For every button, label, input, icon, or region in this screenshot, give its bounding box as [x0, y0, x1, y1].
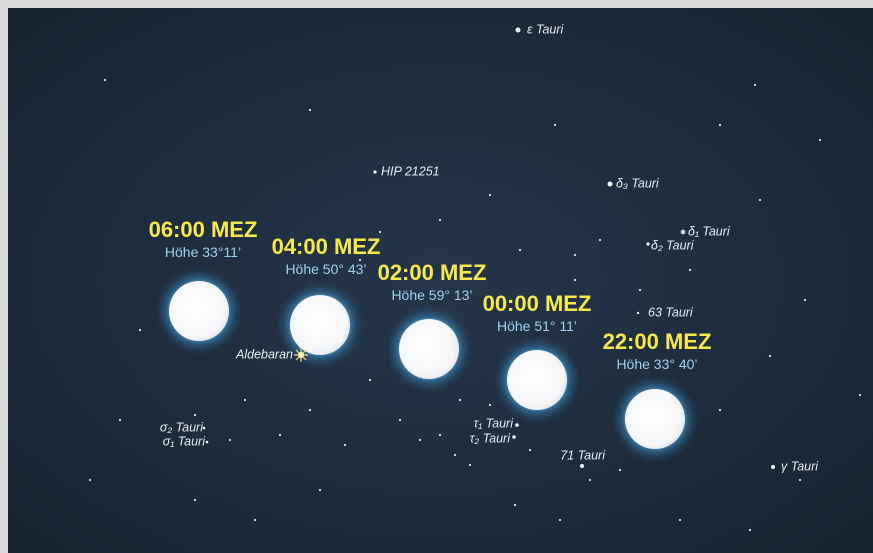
background-star: [319, 489, 321, 491]
background-star: [454, 454, 456, 456]
background-star: [119, 419, 121, 421]
star-label: σ₁ Tauri: [163, 434, 207, 448]
background-star: [639, 289, 641, 291]
background-star: [754, 84, 756, 86]
background-star: [819, 139, 821, 141]
background-star: [859, 394, 861, 396]
star-dot: [515, 423, 519, 427]
background-star: [419, 439, 421, 441]
background-star: [589, 479, 591, 481]
star-dot: [298, 352, 304, 358]
moon-altitude: Höhe 33° 40’: [616, 356, 697, 372]
moon-altitude: Höhe 33°11’: [165, 244, 241, 260]
star-dot: [206, 441, 209, 444]
star-label: σ₂ Tauri: [160, 420, 204, 434]
star-label: γ Tauri: [781, 459, 819, 473]
background-star: [689, 269, 691, 271]
background-star: [529, 449, 531, 451]
background-star: [369, 379, 371, 381]
moon-altitude: Höhe 59° 13’: [391, 287, 472, 303]
star-label: δ₂ Tauri: [651, 238, 695, 252]
moon-time: 00:00 MEZ: [483, 291, 592, 316]
star-label: ε Tauri: [527, 22, 565, 36]
background-star: [799, 479, 801, 481]
star-dot: [512, 435, 516, 439]
moon: [290, 295, 350, 355]
star-label: Aldebaran: [235, 347, 293, 361]
moon: [169, 281, 229, 341]
background-star: [104, 79, 106, 81]
moon: [625, 389, 685, 449]
background-star: [804, 299, 806, 301]
star-dot: [637, 312, 639, 314]
star-label: τ₁ Tauri: [474, 416, 515, 430]
background-star: [759, 199, 761, 201]
background-star: [574, 279, 576, 281]
moon-altitude: Höhe 51° 11’: [497, 318, 577, 334]
background-star: [139, 329, 141, 331]
star-dot: [646, 242, 649, 245]
background-star: [279, 434, 281, 436]
star-dot: [373, 170, 376, 173]
background-star: [514, 504, 516, 506]
background-star: [489, 404, 491, 406]
star-label: 63 Tauri: [648, 305, 694, 319]
background-star: [244, 399, 246, 401]
star-dot: [203, 427, 206, 430]
background-star: [749, 529, 751, 531]
background-star: [439, 219, 441, 221]
star-label: 71 Tauri: [560, 448, 606, 462]
background-star: [379, 231, 381, 233]
background-star: [469, 464, 471, 466]
background-star: [309, 409, 311, 411]
background-star: [309, 109, 311, 111]
background-star: [519, 249, 521, 251]
background-star: [254, 519, 256, 521]
background-star: [344, 444, 346, 446]
background-star: [439, 434, 441, 436]
moon: [399, 319, 459, 379]
background-star: [459, 399, 461, 401]
background-star: [679, 519, 681, 521]
background-star: [194, 499, 196, 501]
background-star: [719, 124, 721, 126]
star-dot: [771, 465, 775, 469]
background-star: [489, 194, 491, 196]
moon: [507, 350, 567, 410]
page: 06:00 MEZ Höhe 33°11’ 04:00 MEZ Höhe 50° 43…: [0, 0, 873, 553]
star-dot: [608, 182, 613, 187]
star-dot: [681, 230, 685, 234]
star-label: τ₂ Tauri: [470, 431, 511, 445]
background-star: [399, 419, 401, 421]
star-label: HIP 21251: [381, 164, 440, 178]
background-star: [719, 409, 721, 411]
star-dot: [516, 28, 521, 33]
background-star: [89, 479, 91, 481]
background-star: [574, 254, 576, 256]
star-dot: [580, 464, 584, 468]
star-chart: 06:00 MEZ Höhe 33°11’ 04:00 MEZ Höhe 50° 43…: [0, 0, 873, 553]
background-star: [619, 469, 621, 471]
background-star: [559, 519, 561, 521]
star-label: δ₁ Tauri: [688, 224, 731, 238]
moon-time: 02:00 MEZ: [378, 260, 487, 285]
background-star: [769, 355, 771, 357]
moon-time: 22:00 MEZ: [603, 329, 712, 354]
moon-time: 06:00 MEZ: [149, 217, 258, 242]
moon-altitude: Höhe 50° 43’: [285, 261, 366, 277]
background-star: [554, 124, 556, 126]
background-star: [194, 414, 196, 416]
background-star: [599, 239, 601, 241]
moon-time: 04:00 MEZ: [272, 234, 381, 259]
background-star: [229, 439, 231, 441]
star-label: δ₃ Tauri: [616, 176, 660, 190]
